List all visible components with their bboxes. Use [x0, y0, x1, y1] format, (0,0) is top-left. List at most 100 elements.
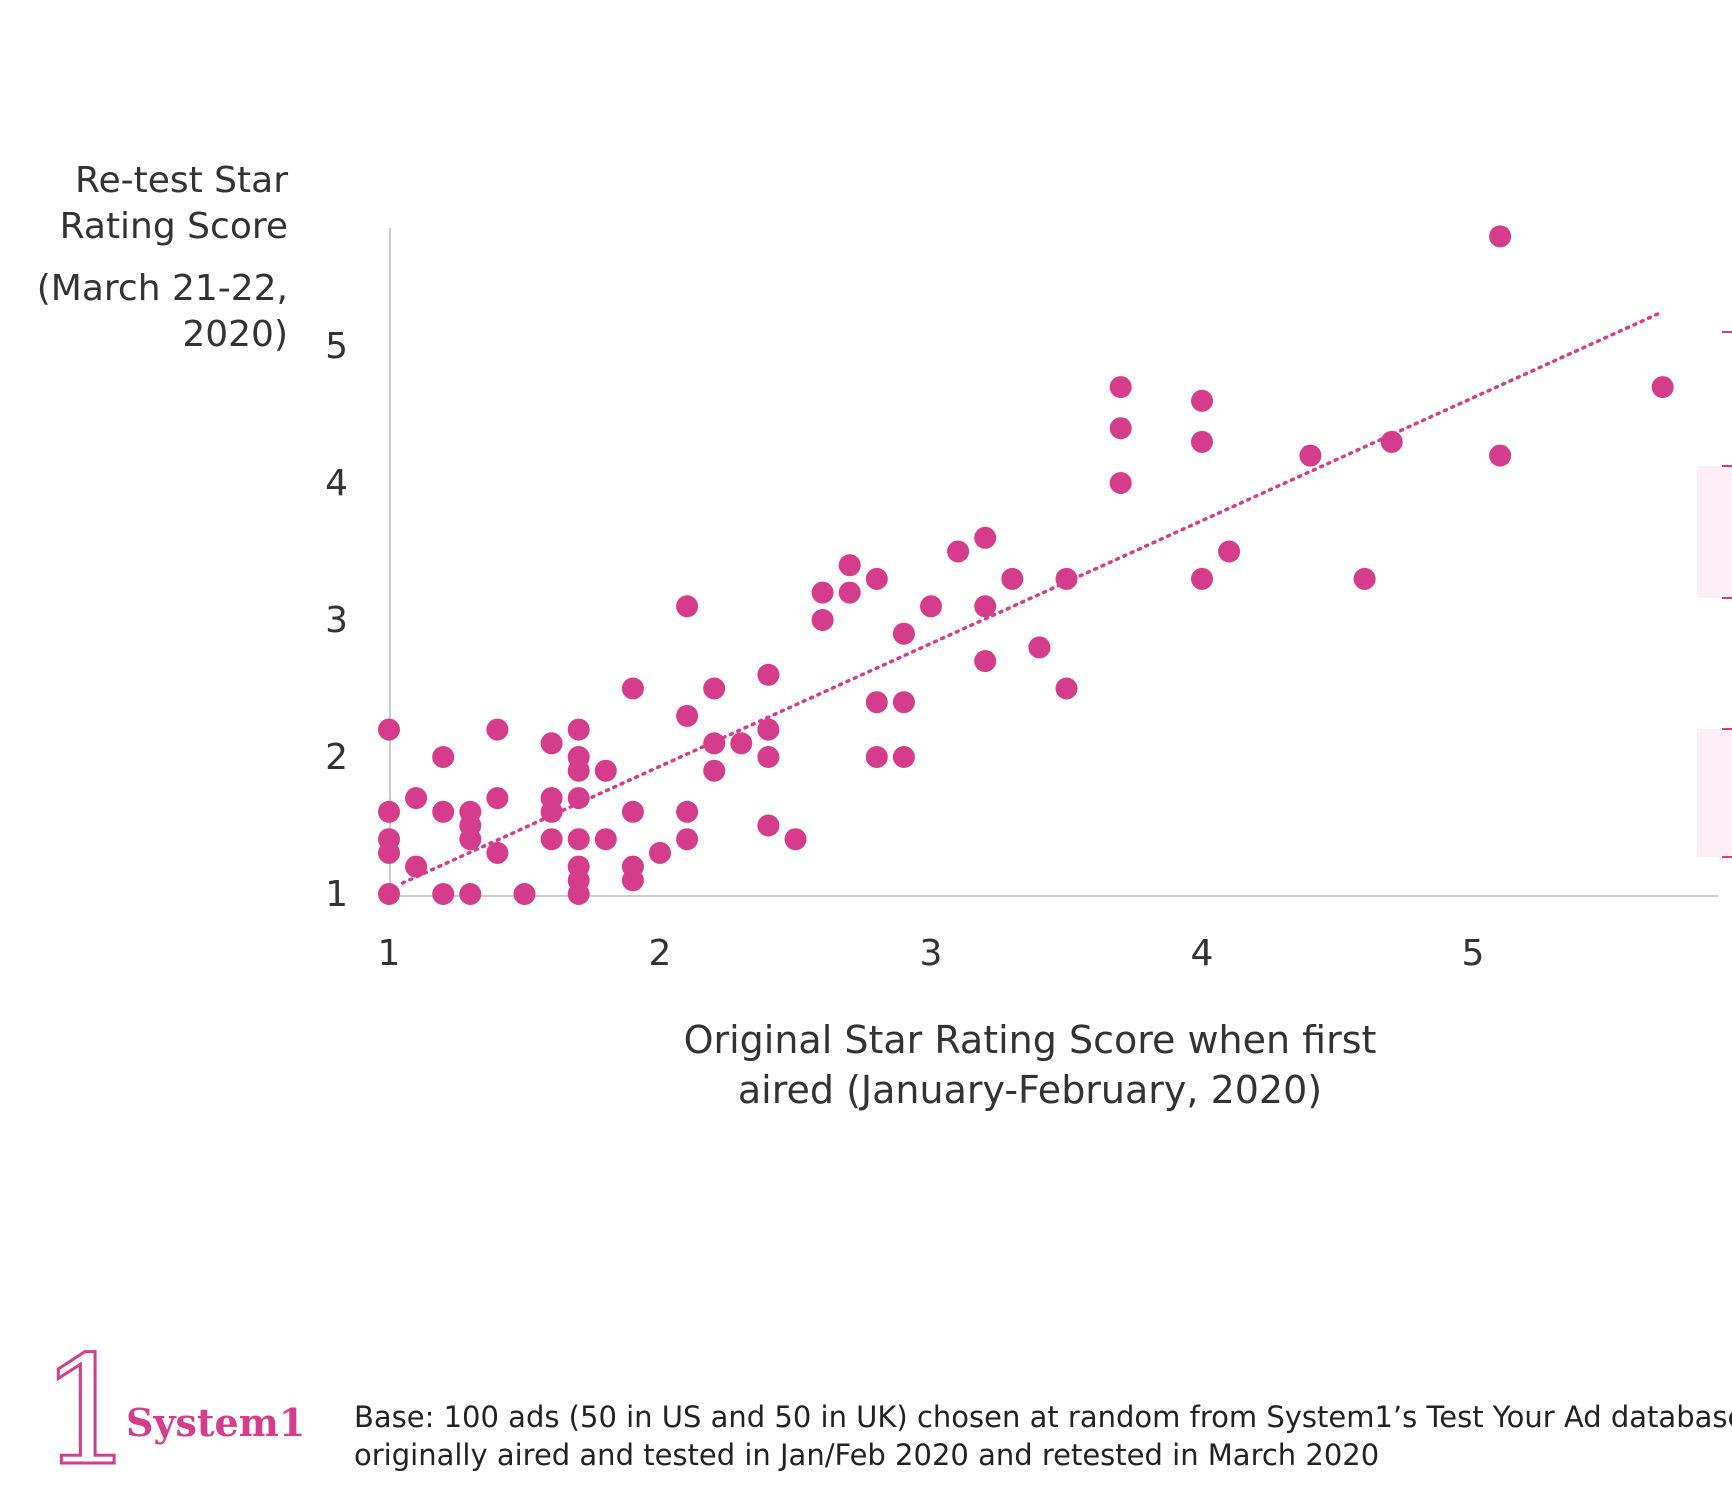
- x-tick-label: 4: [1191, 933, 1214, 974]
- data-point: [540, 828, 563, 851]
- data-point: [1191, 389, 1213, 412]
- data-point: [486, 718, 509, 741]
- footnote-line-2: originally aired and tested in Jan/Feb 2…: [354, 1438, 1380, 1472]
- data-point: [703, 732, 726, 755]
- data-point: [567, 746, 590, 768]
- y-tick-label: 3: [325, 600, 348, 641]
- data-point: [974, 526, 997, 549]
- chart-axes: [389, 228, 1718, 897]
- footnote-line-1: Base: 100 ads (50 in US and 50 in UK) ch…: [354, 1400, 1732, 1434]
- data-point: [649, 841, 671, 864]
- data-point: [865, 567, 888, 590]
- data-point: [459, 883, 482, 905]
- footnote: Base: 100 ads (50 in US and 50 in UK) ch…: [354, 1398, 1732, 1474]
- y-tick-label: 5: [325, 326, 348, 367]
- data-points: [378, 225, 1674, 905]
- y-axis-subtitle-line-1: (March 21-22,: [36, 268, 288, 309]
- data-point: [567, 718, 590, 741]
- data-point: [1001, 567, 1024, 590]
- data-point: [486, 841, 509, 864]
- tick-labels: 1 2 3 4 5 1 2 3 4 5: [325, 326, 1484, 974]
- data-point: [920, 595, 942, 618]
- data-point: [892, 746, 915, 768]
- x-axis-title: Original Star Rating Score when first ai…: [620, 1015, 1440, 1115]
- data-point: [1109, 472, 1132, 494]
- data-point: [432, 883, 455, 905]
- data-point: [378, 718, 400, 741]
- data-point: [567, 855, 590, 878]
- data-point: [757, 814, 780, 837]
- data-point: [974, 595, 997, 618]
- data-point: [459, 800, 482, 823]
- data-point: [540, 732, 563, 755]
- y-tick-label: 2: [325, 737, 348, 778]
- data-point: [757, 663, 780, 686]
- data-point: [378, 800, 400, 823]
- data-point: [703, 759, 726, 782]
- data-point: [757, 746, 780, 768]
- data-point: [676, 828, 699, 851]
- data-point: [892, 691, 915, 714]
- data-point: [1651, 376, 1674, 399]
- x-tick-label: 1: [378, 933, 401, 974]
- data-point: [1299, 444, 1322, 467]
- right-marker-band-upper: [1697, 466, 1732, 598]
- data-point: [1380, 430, 1403, 453]
- y-axis-subtitle-line-2: 2020): [182, 314, 288, 355]
- data-point: [540, 787, 563, 810]
- data-point: [974, 650, 997, 673]
- logo-brand-name: System1: [126, 1400, 306, 1445]
- data-point: [947, 540, 970, 563]
- y-tick-label: 4: [325, 463, 348, 504]
- data-point: [567, 787, 590, 810]
- data-point: [757, 718, 780, 741]
- data-point: [676, 704, 699, 727]
- x-tick-label: 5: [1462, 933, 1485, 974]
- data-point: [405, 787, 428, 810]
- right-edge-markers: [1697, 331, 1732, 858]
- data-point: [865, 691, 888, 714]
- data-point: [486, 787, 509, 810]
- data-point: [892, 622, 915, 645]
- data-point: [594, 828, 617, 851]
- data-point: [378, 828, 400, 851]
- logo-digit: 1: [38, 1325, 136, 1499]
- x-axis-title-line-2: aired (January-February, 2020): [737, 1068, 1323, 1112]
- data-point: [432, 800, 455, 823]
- data-point: [838, 554, 861, 577]
- data-point: [1191, 567, 1213, 590]
- data-point: [676, 595, 699, 618]
- y-axis-title-line-1: Re-test Star: [75, 160, 288, 201]
- data-point: [1353, 567, 1376, 590]
- data-point: [1109, 376, 1132, 399]
- y-tick-label: 1: [325, 874, 348, 915]
- y-axis-title: Re-test Star Rating Score (March 21-22, …: [0, 158, 288, 358]
- data-point: [1191, 430, 1213, 453]
- data-point: [703, 677, 726, 700]
- data-point: [865, 746, 888, 768]
- data-point: [1055, 677, 1078, 700]
- data-point: [594, 759, 617, 782]
- x-tick-label: 2: [649, 933, 672, 974]
- data-point: [838, 581, 861, 604]
- data-point: [621, 855, 644, 878]
- data-point: [811, 609, 834, 631]
- trendline: [400, 310, 1665, 885]
- data-point: [621, 800, 644, 823]
- data-point: [811, 581, 834, 604]
- data-point: [513, 883, 536, 905]
- data-point: [405, 855, 428, 878]
- data-point: [378, 883, 400, 905]
- data-point: [432, 746, 455, 768]
- system1-logo: 1 System1: [38, 1336, 310, 1489]
- data-point: [676, 800, 699, 823]
- data-point: [730, 732, 753, 755]
- y-axis-title-line-2: Rating Score: [59, 206, 288, 247]
- x-axis-title-line-1: Original Star Rating Score when first: [683, 1018, 1377, 1062]
- data-point: [1055, 567, 1078, 590]
- data-point: [784, 828, 807, 851]
- scatter-chart: 1 2 3 4 5 1 2 3 4 5: [325, 225, 1732, 974]
- data-point: [1218, 540, 1241, 563]
- data-point: [1489, 444, 1512, 467]
- right-marker-band-lower: [1697, 729, 1732, 857]
